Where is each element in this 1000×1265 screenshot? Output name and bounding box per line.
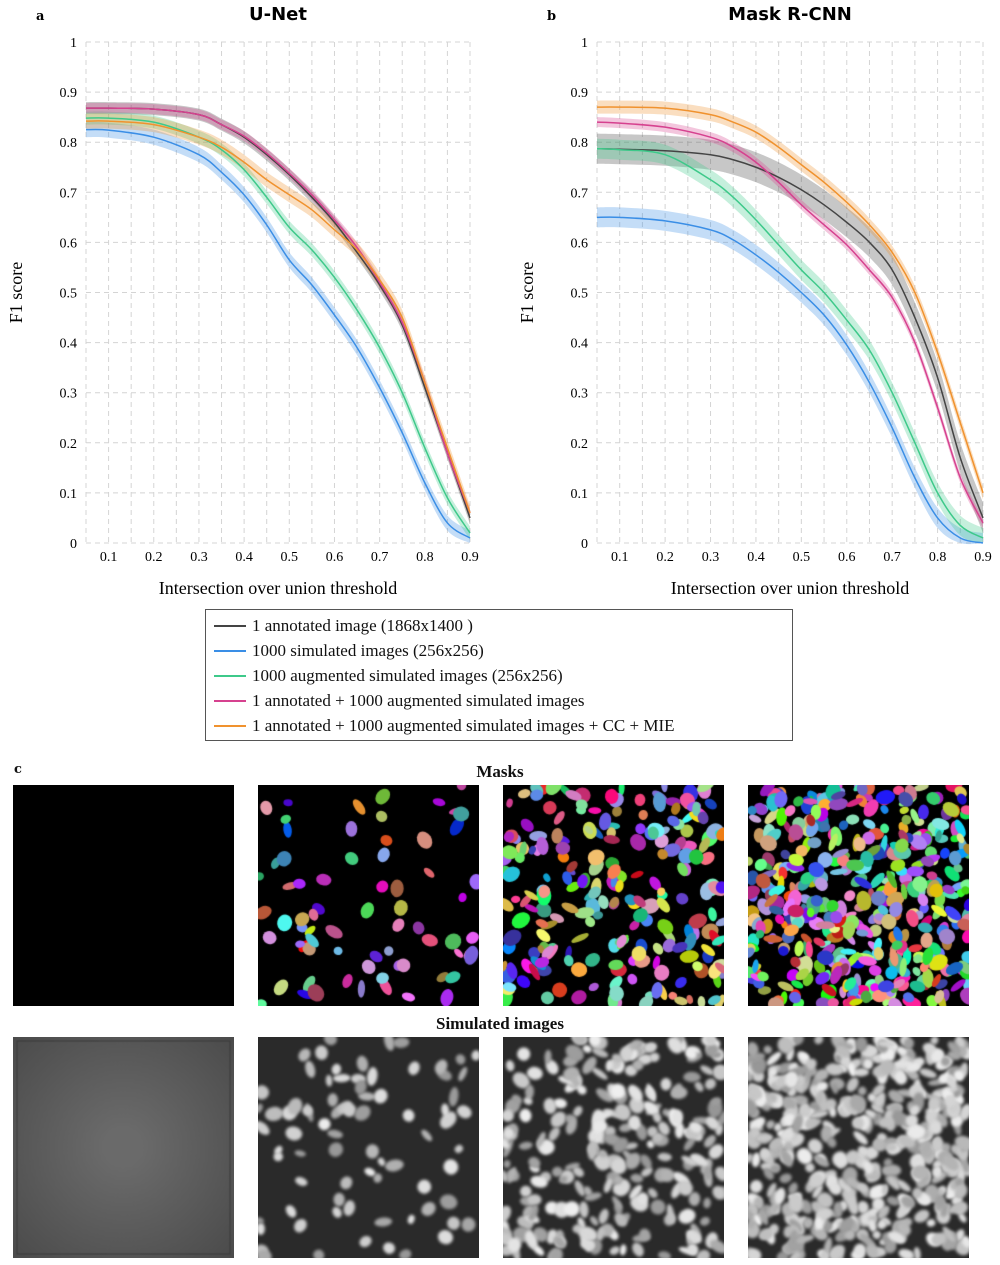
x-tick-label: 0.7 <box>371 550 389 565</box>
mask-rcnn-chart: 0 0.1 0.2 0.3 0.4 0.5 0.6 0.7 0.8 0.9 1 0.1 0.2 0.3 0.… <box>517 4 992 598</box>
legend-label: 1000 augmented simulated images (256x256… <box>252 665 563 685</box>
y-tick-label: 0.8 <box>571 136 589 151</box>
x-axis-label: Intersection over union threshold <box>159 578 397 598</box>
legend-item: 1000 simulated images (256x256) <box>214 638 784 663</box>
x-tick-label: 0.6 <box>326 550 344 565</box>
y-tick-label: 0.4 <box>60 337 78 352</box>
series-line <box>85 120 471 514</box>
legend-label: 1 annotated + 1000 augmented simulated i… <box>252 690 585 710</box>
y-axis-label: F1 score <box>517 262 537 324</box>
unet-chart: 0 0.1 0.2 0.3 0.4 0.5 0.6 0.7 0.8 0.9 1 0.1 0.2 0.3 0.… <box>6 4 479 598</box>
mask-image-4 <box>748 785 969 1006</box>
y-tick-label: 1 <box>581 36 588 51</box>
y-tick-label: 0.8 <box>60 136 78 151</box>
legend-label: 1000 simulated images (256x256) <box>252 640 484 660</box>
x-tick-label: 0.5 <box>281 550 299 565</box>
x-axis-label: Intersection over union threshold <box>671 578 909 598</box>
confidence-band <box>86 102 470 524</box>
confidence-band <box>597 207 983 545</box>
chart-title: U-Net <box>249 4 307 25</box>
legend-label: 1 annotated image (1868x1400 ) <box>252 615 473 635</box>
y-tick-label: 0.6 <box>60 236 78 251</box>
series-line <box>596 216 984 544</box>
mask-image-1 <box>13 785 234 1006</box>
y-tick-label: 0.2 <box>571 437 589 452</box>
y-tick-label: 0.1 <box>60 487 78 502</box>
y-tick-label: 1 <box>70 36 77 51</box>
mask-image-3 <box>503 785 724 1006</box>
y-tick-label: 0 <box>70 537 77 552</box>
y-tick-label: 0.7 <box>571 186 589 201</box>
mask-image-2 <box>258 785 479 1006</box>
confidence-band <box>597 138 983 543</box>
simulated-image-1 <box>13 1037 234 1258</box>
y-tick-label: 0.9 <box>60 86 78 101</box>
y-tick-label: 0.3 <box>60 387 78 402</box>
y-tick-label: 0.1 <box>571 487 589 502</box>
x-tick-label: 0.8 <box>416 550 434 565</box>
legend-swatch <box>214 674 246 677</box>
x-tick-label: 0.2 <box>145 550 163 565</box>
chart-title: Mask R-CNN <box>728 4 852 25</box>
y-tick-label: 0.3 <box>571 387 589 402</box>
simulated-image-3 <box>503 1037 724 1258</box>
x-tick-label: 0.3 <box>702 550 720 565</box>
confidence-band <box>86 113 470 521</box>
legend-item: 1 annotated + 1000 augmented simulated i… <box>214 688 784 713</box>
simulated-image-4 <box>748 1037 969 1258</box>
x-tick-label: 0.2 <box>656 550 674 565</box>
masks-title: Masks <box>476 762 524 781</box>
y-axis-label: F1 score <box>6 262 26 324</box>
x-tick-label: 0.8 <box>929 550 947 565</box>
series-line <box>596 121 984 524</box>
series-line <box>596 147 984 539</box>
x-tick-label: 0.6 <box>838 550 856 565</box>
y-tick-label: 0.7 <box>60 186 78 201</box>
y-tick-label: 0.5 <box>60 287 78 302</box>
y-tick-label: 0 <box>581 537 588 552</box>
x-tick-label: 0.1 <box>100 550 118 565</box>
panel-label-c: c <box>14 762 22 777</box>
panel-label: a <box>36 9 45 24</box>
legend-swatch <box>214 699 246 702</box>
y-tick-label: 0.4 <box>571 337 589 352</box>
legend-swatch <box>214 649 246 652</box>
panel-label: b <box>547 9 556 24</box>
legend-label: 1 annotated + 1000 augmented simulated i… <box>252 715 675 735</box>
x-tick-label: 0.4 <box>235 550 253 565</box>
y-tick-label: 0.2 <box>60 437 78 452</box>
series-line <box>596 106 984 494</box>
series-line <box>596 147 984 519</box>
confidence-band <box>86 111 470 540</box>
confidence-band <box>86 121 470 543</box>
x-tick-label: 0.1 <box>611 550 629 565</box>
legend-item: 1000 augmented simulated images (256x256… <box>214 663 784 688</box>
x-tick-label: 0.9 <box>461 550 479 565</box>
legend-swatch <box>214 624 246 627</box>
series-line <box>85 128 471 539</box>
x-tick-label: 0.9 <box>974 550 992 565</box>
legend-item: 1 annotated image (1868x1400 ) <box>214 613 784 638</box>
y-tick-label: 0.6 <box>571 236 589 251</box>
legend-swatch <box>214 724 246 727</box>
series-line <box>85 117 471 534</box>
simulated-images-title: Simulated images <box>436 1014 564 1033</box>
x-tick-label: 0.4 <box>747 550 765 565</box>
legend: 1 annotated image (1868x1400 ) 1000 simu… <box>205 609 793 741</box>
simulated-image-2 <box>258 1037 479 1258</box>
x-tick-label: 0.7 <box>883 550 901 565</box>
legend-item: 1 annotated + 1000 augmented simulated i… <box>214 713 784 738</box>
y-tick-label: 0.9 <box>571 86 589 101</box>
x-tick-label: 0.3 <box>190 550 208 565</box>
y-tick-label: 0.5 <box>571 287 589 302</box>
x-tick-label: 0.5 <box>793 550 811 565</box>
